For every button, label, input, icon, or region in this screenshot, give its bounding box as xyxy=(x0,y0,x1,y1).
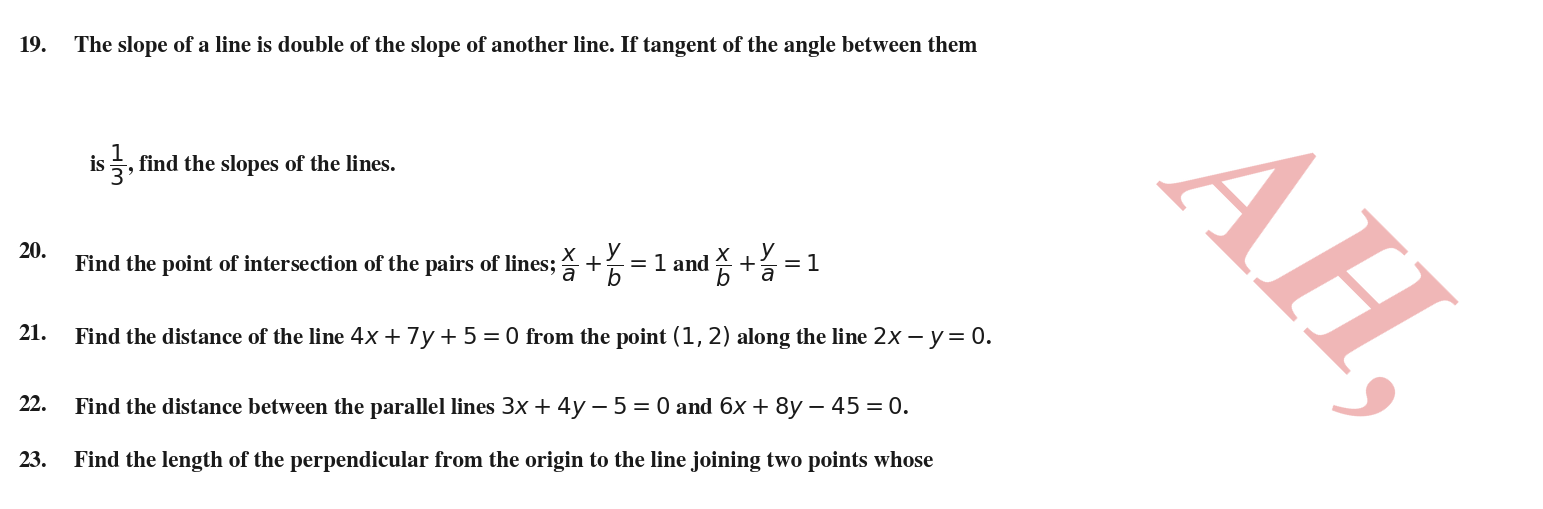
Text: 23.: 23. xyxy=(19,450,48,471)
Text: 21.: 21. xyxy=(19,323,46,344)
Text: 20.: 20. xyxy=(19,242,46,263)
Text: Find the length of the perpendicular from the origin to the line joining two poi: Find the length of the perpendicular fro… xyxy=(74,450,934,471)
Text: 22.: 22. xyxy=(19,394,48,415)
Text: is $\dfrac{1}{3}$, find the slopes of the lines.: is $\dfrac{1}{3}$, find the slopes of th… xyxy=(89,143,397,188)
Text: AH,: AH, xyxy=(1140,86,1498,443)
Text: 19.: 19. xyxy=(19,36,46,56)
Text: Find the point of intersection of the pairs of lines; $\dfrac{x}{a}+\dfrac{y}{b}: Find the point of intersection of the pa… xyxy=(74,242,821,289)
Text: Find the distance between the parallel lines $3x + 4y - 5 = 0$ and $6x + 8y - 45: Find the distance between the parallel l… xyxy=(74,394,909,420)
Text: The slope of a line is double of the slope of another line. If tangent of the an: The slope of a line is double of the slo… xyxy=(74,36,977,56)
Text: Find the distance of the line $4x + 7y + 5 = 0$ from the point $(1, 2)$ along th: Find the distance of the line $4x + 7y +… xyxy=(74,323,992,350)
